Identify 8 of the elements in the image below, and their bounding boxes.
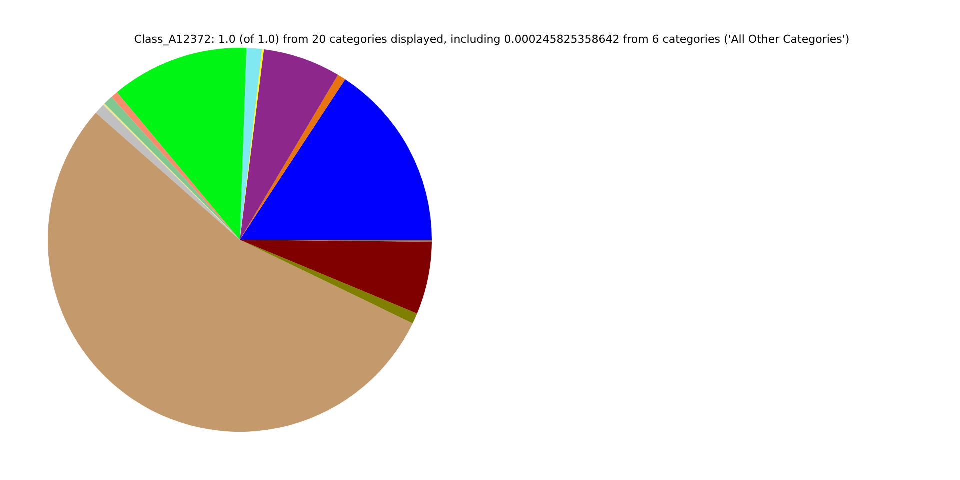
pie-slice bbox=[48, 113, 413, 432]
pie-slice bbox=[240, 75, 346, 240]
text: Class_A12372: 1.0 (of 1.0) from 20 categories displayed, including 0.000245825358642 from 6 categories ('All Other Categories') bbox=[134, 33, 850, 46]
pie-slice bbox=[240, 240, 418, 324]
pie-slice bbox=[240, 50, 338, 240]
pie-slice bbox=[240, 80, 432, 240]
pie-slice bbox=[240, 240, 432, 314]
pie-slice bbox=[117, 48, 247, 240]
